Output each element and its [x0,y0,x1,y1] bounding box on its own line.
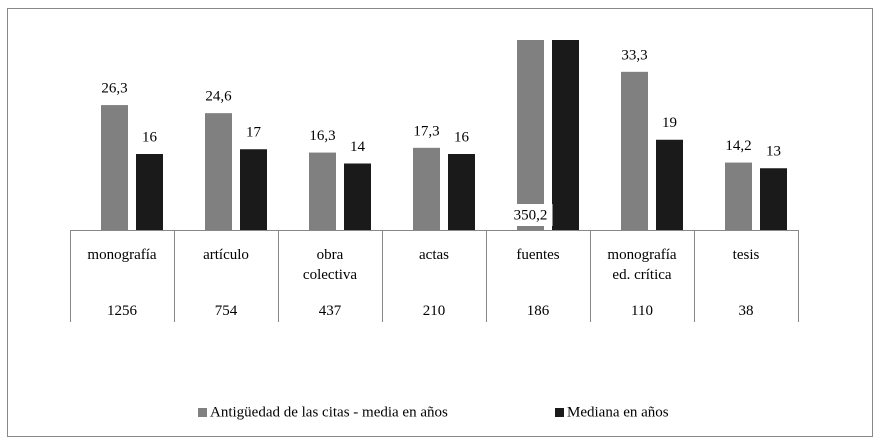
bar [101,105,128,230]
count-label-text: 38 [738,303,754,319]
category-label: obra colectiva [278,245,382,285]
category-label-text: artículo [203,247,249,263]
bar [413,147,440,230]
category-label: tesis [694,245,798,265]
category-label-text: actas [419,247,449,263]
legend-swatch [555,408,564,417]
bar [760,168,787,230]
bar [621,71,648,230]
category-label: artículo [174,245,278,265]
bar [240,149,267,230]
category-label: monografía ed. crítica [590,245,694,285]
value-label: 26,3 [101,81,127,97]
bar [136,154,163,230]
category-label-text: fuentes [516,247,560,263]
category-label: actas [382,245,486,265]
value-label: 24,6 [205,89,232,105]
value-label: 13 [766,144,781,160]
legend-label: Mediana en años [567,404,669,420]
legend-swatch [198,408,207,417]
value-label-bg [508,204,553,226]
value-label: 350,2 [514,207,548,223]
bar [344,163,371,230]
category-label: fuentes [486,245,590,265]
count-label-text: 110 [631,303,653,319]
bar [656,139,683,230]
bar [448,154,475,230]
bar [552,40,579,230]
legend-label: Antigüedad de las citas - media en años [210,404,448,420]
category-label-text: obra colectiva [302,247,358,283]
count-label-text: 210 [422,303,446,319]
value-label: 14,2 [725,138,751,154]
value-label: 16 [454,129,470,145]
bar [725,162,752,230]
category-label-text: monografía ed. crítica [607,247,677,283]
value-label: 16 [142,129,158,145]
chart-border [7,8,873,437]
category-label-text: tesis [732,247,760,263]
count-label-text: 186 [526,303,550,319]
bar [517,40,544,230]
value-label: 16,3 [309,128,335,144]
category-label-text: monografía [87,247,157,263]
count-label-text: 437 [318,303,342,319]
count-label-text: 754 [214,303,238,319]
bar [205,113,232,230]
count-label-text: 1256 [107,303,137,319]
value-label: 17 [246,125,262,141]
value-label: 33,3 [621,47,647,63]
value-label: 14 [350,139,366,155]
value-label: 17,3 [413,123,439,139]
value-label: 19 [662,115,677,131]
category-label: monografía [70,245,174,265]
bar [309,152,336,230]
plot-area [101,40,787,230]
